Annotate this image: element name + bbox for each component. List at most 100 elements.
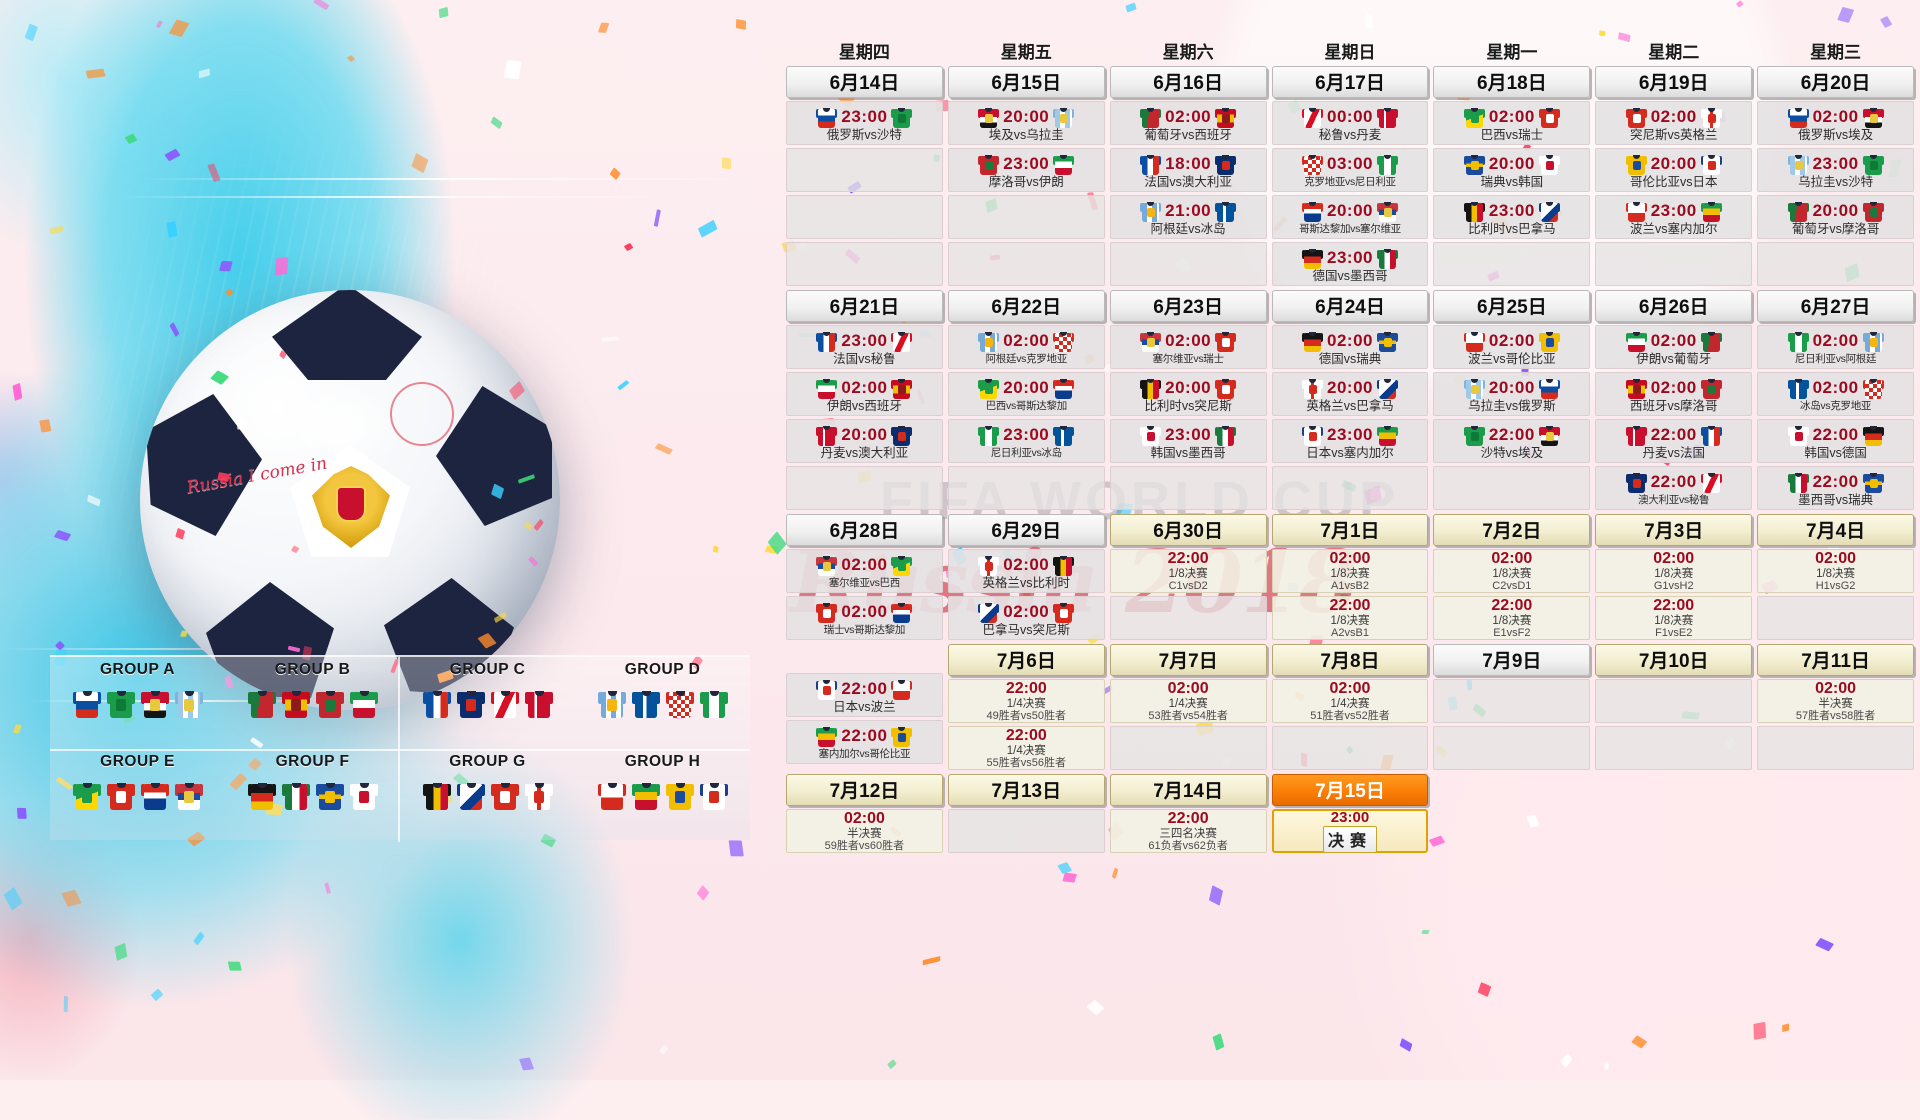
match-cell[interactable]: 23:00 俄罗斯vs沙特 [786,101,943,145]
match-cell[interactable]: 23:00 乌拉圭vs沙特 [1757,148,1914,192]
knockout-match-cell[interactable]: 02:00 1/8决赛 A1vsB2 [1271,549,1429,593]
knockout-match-cell[interactable]: 02:00 1/4决赛 53胜者vs54胜者 [1109,679,1267,723]
match-cell[interactable]: 20:00 巴西vs哥斯达黎加 [947,372,1105,416]
match-cell[interactable]: 02:00 巴西vs瑞士 [1433,101,1591,145]
match-cell[interactable]: 23:00 日本vs塞内加尔 [1271,419,1429,463]
jersey-badge [324,791,335,803]
match-cell[interactable]: 20:00 葡萄牙vs摩洛哥 [1757,195,1914,239]
match-cell[interactable]: 23:00 法国vs秘鲁 [786,325,943,369]
knockout-match-cell[interactable]: 02:00 半决赛 59胜者vs60胜者 [786,809,943,853]
knockout-match-cell[interactable]: 02:00 1/8决赛 C2vsD1 [1433,549,1591,593]
date-header-7月1日[interactable]: 7月1日 [1271,514,1429,546]
match-cell[interactable]: 02:00 伊朗vs西班牙 [786,372,943,416]
knockout-match-cell[interactable]: 02:00 半决赛 57胜者vs58胜者 [1757,679,1914,723]
date-header-7月2日[interactable]: 7月2日 [1433,514,1591,546]
date-header-7月11日[interactable]: 7月11日 [1757,644,1914,676]
match-cell[interactable]: 02:00 塞尔维亚vs瑞士 [1109,325,1267,369]
date-header-6月21日[interactable]: 6月21日 [786,290,943,322]
match-cell[interactable]: 21:00 阿根廷vs冰岛 [1109,195,1267,239]
match-cell[interactable]: 22:00 韩国vs德国 [1757,419,1914,463]
match-cell[interactable]: 02:00 伊朗vs葡萄牙 [1595,325,1753,369]
jersey-neck [257,783,267,788]
date-header-6月30日[interactable]: 6月30日 [1109,514,1267,546]
knockout-match-cell[interactable]: 22:00 1/8决赛 F1vsE2 [1595,596,1753,640]
match-cell[interactable]: 02:00 葡萄牙vs西班牙 [1109,101,1267,145]
knockout-match-cell[interactable]: 22:00 1/4决赛 55胜者vs56胜者 [947,726,1105,770]
match-cell[interactable]: 22:00 澳大利亚vs秘鲁 [1595,466,1753,510]
match-cell[interactable]: 22:00 墨西哥vs瑞典 [1757,466,1914,510]
jersey-sleeve-right [1804,332,1809,342]
match-cell[interactable]: 20:00 哥伦比亚vs日本 [1595,148,1753,192]
match-cell[interactable]: 20:00 瑞典vs韩国 [1433,148,1591,192]
match-cell[interactable]: 20:00 丹麦vs澳大利亚 [786,419,943,463]
match-cell[interactable]: 20:00 英格兰vs巴拿马 [1271,372,1429,416]
date-header-7月13日[interactable]: 7月13日 [947,774,1105,806]
date-header-7月4日[interactable]: 7月4日 [1757,514,1914,546]
match-cell[interactable]: 02:00 尼日利亚vs阿根廷 [1757,325,1914,369]
match-cell[interactable]: 02:00 德国vs瑞典 [1271,325,1429,369]
knockout-match-cell[interactable]: 22:00 三四名决赛 61负者vs62负者 [1109,809,1267,853]
knockout-match-cell[interactable]: 02:00 1/8决赛 H1vsG2 [1757,549,1914,593]
date-header-6月23日[interactable]: 6月23日 [1109,290,1267,322]
knockout-match-cell[interactable]: 22:00 1/8决赛 E1vsF2 [1433,596,1591,640]
date-header-6月15日[interactable]: 6月15日 [947,66,1105,98]
match-cell[interactable]: 20:00 比利时vs突尼斯 [1109,372,1267,416]
match-cell[interactable]: 02:00 巴拿马vs突尼斯 [947,596,1105,640]
date-header-6月27日[interactable]: 6月27日 [1757,290,1914,322]
knockout-match-cell[interactable]: 02:00 1/4决赛 51胜者vs52胜者 [1271,679,1429,723]
match-cell[interactable]: 20:00 乌拉圭vs俄罗斯 [1433,372,1591,416]
date-header-7月10日[interactable]: 7月10日 [1595,644,1753,676]
match-cell[interactable]: 00:00 秘鲁vs丹麦 [1271,101,1429,145]
final-match-cell[interactable]: 23:00 决赛 [1271,809,1429,853]
match-cell[interactable]: 02:00 冰岛vs克罗地亚 [1757,372,1914,416]
match-cell[interactable]: 20:00 埃及vs乌拉圭 [947,101,1105,145]
date-header-7月14日[interactable]: 7月14日 [1109,774,1267,806]
date-header-6月26日[interactable]: 6月26日 [1595,290,1753,322]
date-header-7月12日[interactable]: 7月12日 [786,774,943,806]
match-cell[interactable]: 23:00 尼日利亚vs冰岛 [947,419,1105,463]
date-header-7月8日[interactable]: 7月8日 [1271,644,1429,676]
date-header-6月14日[interactable]: 6月14日 [786,66,943,98]
match-cell[interactable]: 23:00 韩国vs墨西哥 [1109,419,1267,463]
date-header-6月19日[interactable]: 6月19日 [1595,66,1753,98]
date-header-6月24日[interactable]: 6月24日 [1271,290,1429,322]
match-cell[interactable]: 02:00 波兰vs哥伦比亚 [1433,325,1591,369]
match-cell[interactable]: 20:00 哥斯达黎加vs塞尔维亚 [1271,195,1429,239]
date-header-6月18日[interactable]: 6月18日 [1433,66,1591,98]
match-cell[interactable]: 22:00 日本vs波兰 [786,673,943,717]
date-header-6月17日[interactable]: 6月17日 [1271,66,1429,98]
date-header-6月29日[interactable]: 6月29日 [947,514,1105,546]
match-cell[interactable]: 02:00 塞尔维亚vs巴西 [786,549,943,593]
match-teams: 克罗地亚vs尼日利亚 [1304,175,1396,188]
date-header-7月9日[interactable]: 7月9日 [1433,644,1591,676]
date-header-7月3日[interactable]: 7月3日 [1595,514,1753,546]
date-header-7月7日[interactable]: 7月7日 [1109,644,1267,676]
match-cell[interactable]: 23:00 摩洛哥vs伊朗 [947,148,1105,192]
match-cell[interactable]: 18:00 法国vs澳大利亚 [1109,148,1267,192]
date-header-6月20日[interactable]: 6月20日 [1757,66,1914,98]
date-header-7月15日[interactable]: 7月15日 [1271,774,1429,806]
date-header-6月22日[interactable]: 6月22日 [947,290,1105,322]
match-cell[interactable]: 22:00 沙特vs埃及 [1433,419,1591,463]
match-cell[interactable]: 02:00 俄罗斯vs埃及 [1757,101,1914,145]
match-cell[interactable]: 22:00 丹麦vs法国 [1595,419,1753,463]
knockout-match-cell[interactable]: 22:00 1/8决赛 A2vsB1 [1271,596,1429,640]
knockout-match-cell[interactable]: 02:00 1/8决赛 G1vsH2 [1595,549,1753,593]
date-header-6月25日[interactable]: 6月25日 [1433,290,1591,322]
match-cell[interactable]: 02:00 西班牙vs摩洛哥 [1595,372,1753,416]
match-cell[interactable]: 02:00 瑞士vs哥斯达黎加 [786,596,943,640]
match-cell[interactable]: 23:00 波兰vs塞内加尔 [1595,195,1753,239]
match-cell[interactable]: 22:00 塞内加尔vs哥伦比亚 [786,720,943,764]
date-header-6月16日[interactable]: 6月16日 [1109,66,1267,98]
match-cell[interactable]: 23:00 德国vs墨西哥 [1271,242,1429,286]
match-cell[interactable]: 03:00 克罗地亚vs尼日利亚 [1271,148,1429,192]
match-cell[interactable]: 02:00 英格兰vs比利时 [947,549,1105,593]
jersey-sleeve-right [1717,332,1722,342]
match-cell[interactable]: 02:00 突尼斯vs英格兰 [1595,101,1753,145]
match-cell[interactable]: 02:00 阿根廷vs克罗地亚 [947,325,1105,369]
match-cell[interactable]: 23:00 比利时vs巴拿马 [1433,195,1591,239]
date-header-6月28日[interactable]: 6月28日 [786,514,943,546]
date-header-7月6日[interactable]: 7月6日 [947,644,1105,676]
knockout-match-cell[interactable]: 22:00 1/4决赛 49胜者vs50胜者 [947,679,1105,723]
knockout-match-cell[interactable]: 22:00 1/8决赛 C1vsD2 [1109,549,1267,593]
